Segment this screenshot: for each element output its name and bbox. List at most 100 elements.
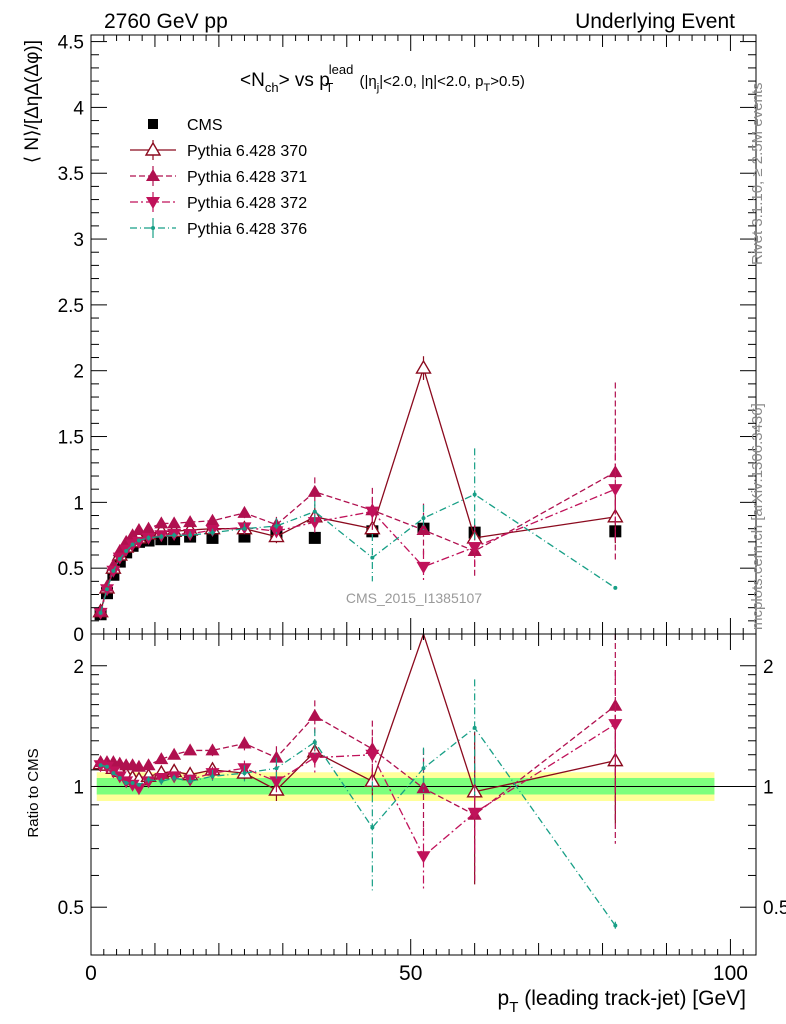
- data-point: [370, 825, 375, 830]
- data-point: [269, 750, 284, 763]
- y-tick-label: 4: [73, 98, 84, 119]
- data-point: [242, 771, 247, 776]
- data-point: [421, 516, 426, 521]
- y-tick-label: 0.5: [58, 559, 84, 580]
- y-tick-label: 0: [73, 625, 84, 646]
- side-label-bottom: mcplots.cern.ch [arXiv:1306.3436]: [749, 403, 766, 630]
- y-tick-label: 3: [73, 230, 84, 251]
- y-tick-label: 2: [73, 362, 84, 383]
- data-point: [183, 515, 198, 528]
- data-point: [365, 749, 380, 762]
- series-1: [92, 356, 624, 618]
- data-point: [613, 585, 618, 590]
- legend: CMS Pythia 6.428 370 Pythia 6.428 371 Pythi…: [130, 117, 307, 238]
- data-point: [159, 534, 164, 539]
- data-point: [151, 226, 155, 230]
- legend-label: CMS: [187, 117, 223, 134]
- data-point: [312, 509, 317, 514]
- data-point: [308, 531, 321, 544]
- data-point: [98, 610, 103, 615]
- data-point: [242, 526, 247, 531]
- legend-label: Pythia 6.428 370: [187, 143, 307, 160]
- data-point: [167, 747, 182, 760]
- data-point: [274, 524, 279, 529]
- data-point: [136, 538, 141, 543]
- data-point: [104, 764, 109, 769]
- y-tick-label: 1.5: [58, 428, 84, 449]
- data-point: [307, 484, 322, 497]
- ratio-y-tick-label-right: 2: [763, 657, 774, 678]
- data-point: [365, 506, 380, 519]
- data-point: [111, 568, 116, 573]
- data-point: [131, 783, 146, 796]
- data-point: [415, 359, 432, 374]
- data-point: [307, 752, 322, 765]
- legend-label: Pythia 6.428 372: [187, 195, 307, 212]
- x-tick-label: 50: [399, 962, 422, 985]
- y-tick-label: 2.5: [58, 296, 84, 317]
- x-tick-label: 0: [85, 962, 97, 985]
- data-point: [98, 763, 103, 768]
- legend-label: Pythia 6.428 376: [187, 221, 307, 238]
- data-point: [467, 807, 482, 820]
- series-line: [99, 365, 616, 612]
- plot-title: <Nch> vs plead T (|ηj|<2.0, |η|<2.0, pT>0…: [240, 62, 525, 95]
- data-point: [146, 535, 151, 540]
- data-point: [608, 719, 623, 732]
- data-point: [416, 851, 431, 864]
- data-point: [467, 542, 482, 555]
- data-point: [172, 775, 177, 780]
- data-point: [131, 522, 146, 535]
- watermark: CMS_2015_I1385107: [346, 590, 482, 606]
- data-point: [205, 513, 220, 526]
- data-point: [148, 119, 158, 129]
- data-point: [237, 505, 252, 518]
- data-point: [312, 740, 317, 745]
- data-point: [141, 521, 156, 534]
- header-right: Underlying Event: [575, 10, 735, 33]
- x-axis-title: pT (leading track-jet) [GeV]: [498, 987, 746, 1016]
- data-point: [104, 587, 109, 592]
- data-point: [416, 561, 431, 574]
- ratio-series-1: [93, 634, 623, 882]
- ratio-line: [100, 631, 616, 793]
- data-point: [210, 774, 215, 779]
- data-point: [472, 725, 477, 730]
- data-point: [613, 923, 618, 928]
- data-point: [167, 516, 182, 529]
- data-point: [146, 197, 160, 209]
- x-tick-label: 100: [713, 962, 748, 985]
- data-point: [274, 766, 279, 771]
- data-point: [188, 779, 193, 784]
- data-point: [206, 531, 219, 544]
- header-left: 2760 GeV pp: [104, 10, 228, 33]
- data-point: [154, 516, 169, 529]
- data-point: [141, 758, 156, 771]
- data-point: [416, 781, 431, 794]
- data-point: [146, 169, 160, 181]
- data-point: [117, 556, 122, 561]
- ratio-series-3: [98, 679, 618, 930]
- data-point: [307, 708, 322, 721]
- data-point: [421, 766, 426, 771]
- data-point: [472, 492, 477, 497]
- data-point: [188, 533, 193, 538]
- data-point: [205, 743, 220, 756]
- data-point: [130, 542, 135, 547]
- data-point: [111, 771, 116, 776]
- y-axis-title-ratio: Ratio to CMS: [25, 748, 42, 837]
- y-tick-label: 1: [73, 493, 84, 514]
- y-tick-label: 3.5: [58, 164, 84, 185]
- data-point: [210, 530, 215, 535]
- ratio-y-tick-label: 0.5: [58, 898, 84, 919]
- side-label-top: Rivet 3.1.10, ≥ 2.5M events: [749, 83, 766, 266]
- legend-label: Pythia 6.428 371: [187, 169, 307, 186]
- y-tick-label: 4.5: [58, 33, 84, 54]
- ratio-y-tick-label-right: 1: [763, 777, 774, 798]
- data-point: [307, 517, 322, 530]
- data-point: [159, 779, 164, 784]
- ratio-y-tick-label: 1: [73, 777, 84, 798]
- data-point: [172, 533, 177, 538]
- data-point: [146, 777, 151, 782]
- data-point: [608, 484, 623, 497]
